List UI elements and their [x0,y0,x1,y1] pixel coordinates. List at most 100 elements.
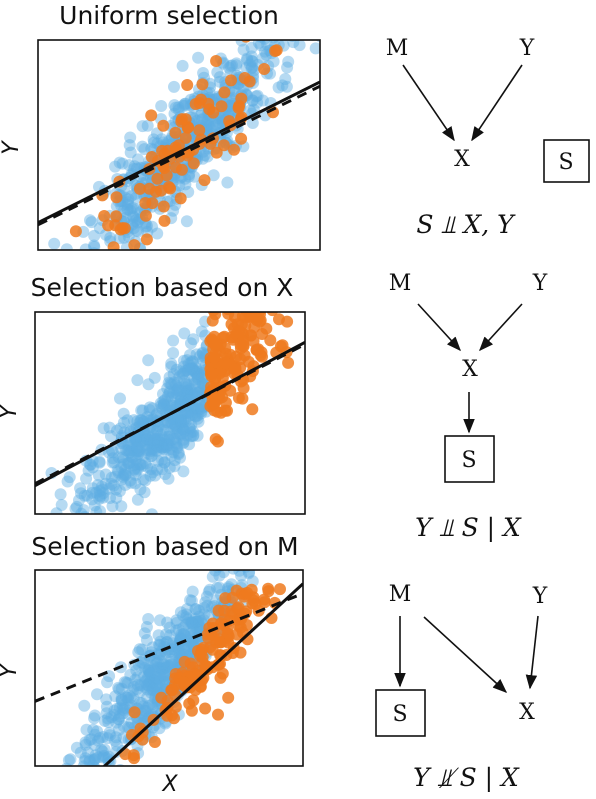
selected-fit-line [35,340,305,488]
population-point [195,376,208,389]
population-point [127,459,140,472]
population-point [171,410,184,423]
population-point [193,365,206,378]
population-point [171,414,184,427]
population-point [105,430,117,443]
population-point [163,461,176,474]
population-point [77,504,90,514]
population-point [163,660,175,673]
population-point [140,701,153,714]
selected-point [207,343,220,356]
scatter-points [48,40,320,266]
population-point [61,475,74,488]
population-point [54,488,67,501]
population-point [171,382,184,395]
population-point [121,198,134,211]
population-point [157,418,170,431]
population-point [170,437,183,450]
population-point [161,616,174,629]
population-point [149,671,162,684]
population-point [174,429,187,442]
population-point [243,570,256,578]
population-point [117,416,130,429]
node-m: M [389,582,412,607]
population-point [187,387,200,400]
population-point [191,429,204,442]
population-point [149,432,162,445]
population-point [116,702,129,715]
population-point [196,152,209,165]
population-point [131,493,144,506]
population-point [189,410,202,422]
population-point [175,413,187,426]
population-point [173,371,186,383]
population-point [88,753,101,766]
population-point [158,658,171,671]
selected-point [233,100,246,112]
population-point [172,381,185,394]
node-m: M [389,271,412,296]
population-point [113,232,126,245]
population-point [174,391,187,404]
causal-graph: M Y X S [389,271,548,483]
population-point [185,362,198,375]
population-point [75,790,87,799]
population-point [157,398,170,411]
scatter-points [61,570,286,799]
node-y: Y [532,584,548,609]
population-point [164,377,177,390]
population-point [50,507,63,514]
population-point [110,716,123,729]
population-point [119,463,132,476]
population-point [276,79,289,92]
population-point [252,40,265,49]
edge-m-x [402,64,455,142]
selected-point [145,109,158,122]
population-point [167,347,180,359]
population-point [96,745,109,758]
population-point [211,66,224,79]
population-point [48,237,61,250]
selected-point [224,384,237,397]
population-point [203,583,216,596]
selected-point [92,251,104,263]
population-point [76,773,88,785]
population-point [267,55,280,68]
population-point [246,61,259,74]
population-point [116,157,129,170]
population-point [189,367,202,379]
selected-point [69,225,82,238]
population-point [103,780,115,792]
population-point [93,469,105,482]
population-point [94,505,106,514]
selected-point [145,151,158,163]
population-point [135,435,148,448]
population-point [87,759,99,766]
population-point [100,700,113,713]
population-point [105,711,118,724]
population-point [141,433,154,445]
population-point [76,251,88,263]
fit-lines [35,340,305,488]
selected-point [276,339,289,352]
population-point [151,656,164,669]
population-point [179,412,192,425]
population-point [137,473,150,486]
population-point [189,410,202,423]
population-point [140,439,153,452]
population-point [167,446,180,459]
population-point [179,388,192,401]
population-point [131,682,144,695]
population-point [156,663,169,676]
population-point [112,451,125,464]
population-point [112,254,124,266]
population-point [123,159,136,172]
scatter-plot [35,570,303,799]
population-point [117,470,129,483]
population-point [129,214,142,227]
population-point [83,755,96,766]
population-point [244,58,256,71]
selected-point [236,392,249,405]
y-axis-label: Y [0,663,22,678]
population-point [93,732,106,745]
